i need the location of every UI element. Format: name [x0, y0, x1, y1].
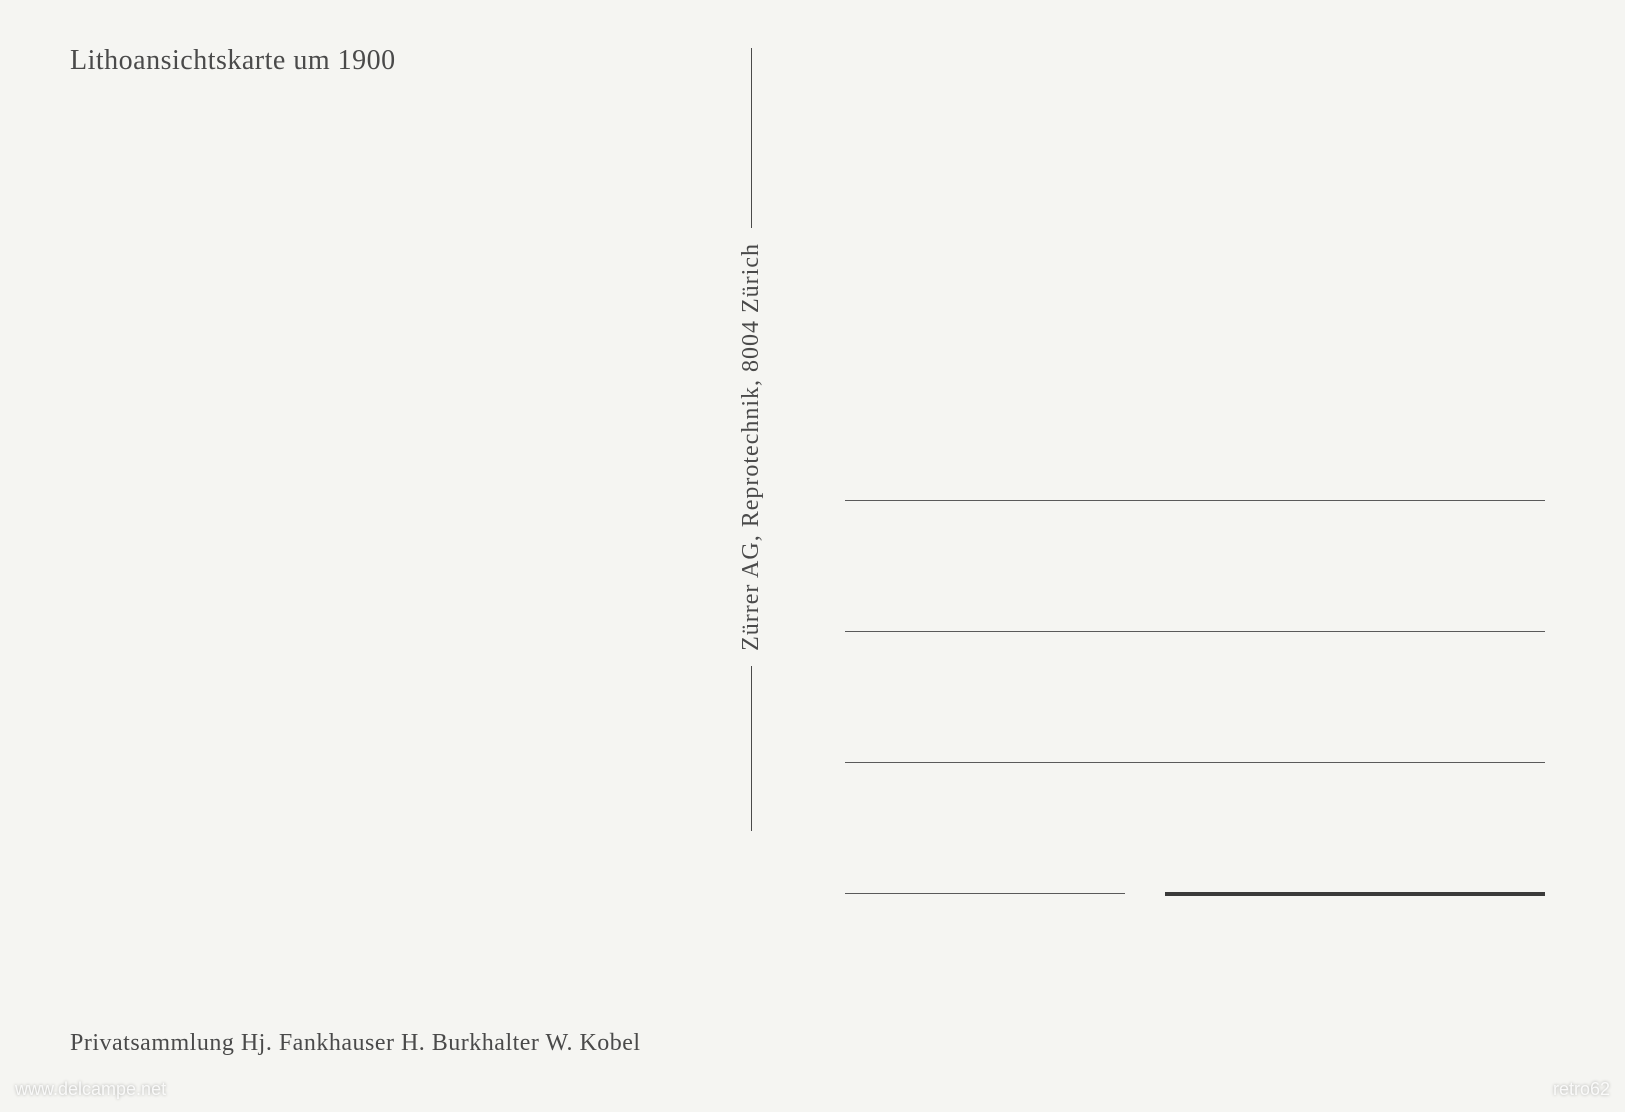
address-line-4 — [845, 893, 1545, 895]
address-line-3 — [845, 762, 1545, 763]
divider-line-bottom — [751, 666, 752, 831]
address-line-1 — [845, 500, 1545, 501]
collection-credit: Privatsammlung Hj. Fankhauser H. Burkhal… — [70, 1030, 641, 1057]
postcard-back: Lithoansichtskarte um 1900 Zürrer AG, Re… — [0, 0, 1625, 1112]
center-divider: Zürrer AG, Reprotechnik, 8004 Zürich — [738, 48, 765, 1018]
publisher-credit: Zürrer AG, Reprotechnik, 8004 Zürich — [738, 228, 765, 666]
watermark-user: retro62 — [1553, 1079, 1610, 1100]
address-line-2 — [845, 631, 1545, 632]
address-line-4-left — [845, 893, 1125, 894]
address-area — [845, 500, 1545, 895]
divider-line-top — [751, 48, 752, 228]
watermark-source: www.delcampe.net — [15, 1079, 166, 1100]
card-title: Lithoansichtskarte um 1900 — [70, 45, 396, 77]
address-line-4-right-bold — [1165, 892, 1545, 896]
